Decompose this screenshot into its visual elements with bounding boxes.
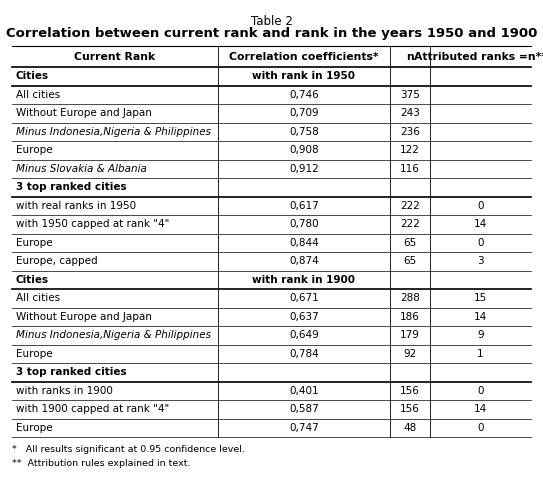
Text: 0: 0 xyxy=(477,386,484,396)
Text: Minus Slovakia & Albania: Minus Slovakia & Albania xyxy=(16,164,147,174)
Text: 48: 48 xyxy=(403,423,416,433)
Text: 222: 222 xyxy=(400,201,420,211)
Text: 0,671: 0,671 xyxy=(289,293,319,303)
Text: 0: 0 xyxy=(477,238,484,248)
Text: Europe: Europe xyxy=(16,349,53,359)
Text: 14: 14 xyxy=(474,404,487,414)
Text: 0: 0 xyxy=(477,201,484,211)
Text: 179: 179 xyxy=(400,330,420,340)
Text: with 1950 capped at rank "4": with 1950 capped at rank "4" xyxy=(16,219,169,229)
Text: 0,758: 0,758 xyxy=(289,127,319,137)
Text: 236: 236 xyxy=(400,127,420,137)
Text: Europe, capped: Europe, capped xyxy=(16,256,98,266)
Text: 0,912: 0,912 xyxy=(289,164,319,174)
Text: 0,784: 0,784 xyxy=(289,349,319,359)
Text: 0,587: 0,587 xyxy=(289,404,319,414)
Text: 3 top ranked cities: 3 top ranked cities xyxy=(16,182,127,192)
Text: 9: 9 xyxy=(477,330,484,340)
Text: 375: 375 xyxy=(400,90,420,100)
Text: 0,780: 0,780 xyxy=(289,219,319,229)
Text: 0: 0 xyxy=(477,423,484,433)
Text: with rank in 1900: with rank in 1900 xyxy=(252,275,356,285)
Text: Cities: Cities xyxy=(16,275,49,285)
Text: Table 2: Table 2 xyxy=(250,15,293,28)
Text: **  Attribution rules explained in text.: ** Attribution rules explained in text. xyxy=(12,459,191,468)
Text: 156: 156 xyxy=(400,404,420,414)
Text: 3: 3 xyxy=(477,256,484,266)
Text: 14: 14 xyxy=(474,219,487,229)
Text: with real ranks in 1950: with real ranks in 1950 xyxy=(16,201,136,211)
Text: Europe: Europe xyxy=(16,145,53,155)
Text: 156: 156 xyxy=(400,386,420,396)
Text: 0,908: 0,908 xyxy=(289,145,319,155)
Text: n: n xyxy=(406,52,414,62)
Text: Minus Indonesia,Nigeria & Philippines: Minus Indonesia,Nigeria & Philippines xyxy=(16,127,211,137)
Text: with rank in 1950: with rank in 1950 xyxy=(252,71,356,81)
Text: Correlation coefficients*: Correlation coefficients* xyxy=(229,52,379,62)
Text: 0,746: 0,746 xyxy=(289,90,319,100)
Text: Correlation between current rank and rank in the years 1950 and 1900: Correlation between current rank and ran… xyxy=(6,27,537,40)
Text: 15: 15 xyxy=(474,293,487,303)
Text: 65: 65 xyxy=(403,256,416,266)
Text: All cities: All cities xyxy=(16,293,60,303)
Text: 65: 65 xyxy=(403,238,416,248)
Text: with 1900 capped at rank "4": with 1900 capped at rank "4" xyxy=(16,404,169,414)
Text: 14: 14 xyxy=(474,312,487,322)
Text: Attributed ranks =n**: Attributed ranks =n** xyxy=(414,52,543,62)
Text: 0,874: 0,874 xyxy=(289,256,319,266)
Text: 243: 243 xyxy=(400,108,420,118)
Text: 186: 186 xyxy=(400,312,420,322)
Text: All cities: All cities xyxy=(16,90,60,100)
Text: 0,649: 0,649 xyxy=(289,330,319,340)
Text: 0,709: 0,709 xyxy=(289,108,319,118)
Text: Current Rank: Current Rank xyxy=(74,52,155,62)
Text: 0,617: 0,617 xyxy=(289,201,319,211)
Text: with ranks in 1900: with ranks in 1900 xyxy=(16,386,113,396)
Text: Cities: Cities xyxy=(16,71,49,81)
Text: 0,637: 0,637 xyxy=(289,312,319,322)
Text: Without Europe and Japan: Without Europe and Japan xyxy=(16,312,152,322)
Text: 116: 116 xyxy=(400,164,420,174)
Text: Minus Indonesia,Nigeria & Philippines: Minus Indonesia,Nigeria & Philippines xyxy=(16,330,211,340)
Text: 92: 92 xyxy=(403,349,416,359)
Text: 0,844: 0,844 xyxy=(289,238,319,248)
Text: 222: 222 xyxy=(400,219,420,229)
Text: 0,747: 0,747 xyxy=(289,423,319,433)
Text: Without Europe and Japan: Without Europe and Japan xyxy=(16,108,152,118)
Text: 1: 1 xyxy=(477,349,484,359)
Text: 0,401: 0,401 xyxy=(289,386,319,396)
Text: 288: 288 xyxy=(400,293,420,303)
Text: *   All results significant at 0.95 confidence level.: * All results significant at 0.95 confid… xyxy=(12,445,245,454)
Text: 3 top ranked cities: 3 top ranked cities xyxy=(16,367,127,377)
Text: Europe: Europe xyxy=(16,238,53,248)
Text: 122: 122 xyxy=(400,145,420,155)
Text: Europe: Europe xyxy=(16,423,53,433)
